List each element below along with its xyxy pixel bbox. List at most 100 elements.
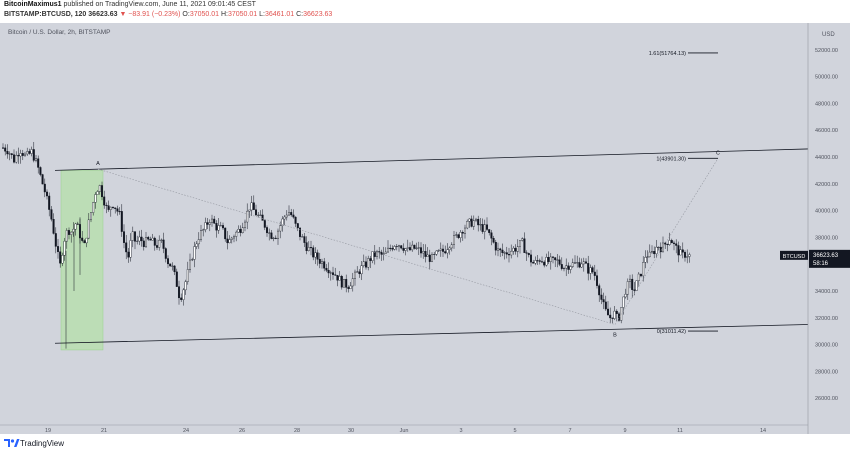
candle-body	[303, 236, 306, 243]
candle-body	[318, 259, 321, 264]
candle-body	[182, 289, 185, 300]
candle-body	[197, 239, 200, 245]
candle-body	[585, 261, 588, 264]
candle-body	[618, 313, 621, 321]
candle-body	[431, 254, 434, 262]
candle-body	[565, 265, 568, 269]
highlight-zone	[60, 170, 104, 351]
candle-body	[268, 232, 271, 234]
candle-body	[642, 262, 645, 277]
candle-body	[252, 202, 255, 210]
candle-body	[479, 224, 482, 226]
candle-body	[382, 253, 385, 255]
candle-body	[15, 154, 18, 163]
candle-body	[24, 153, 27, 156]
candle-body	[670, 240, 673, 244]
author-name[interactable]: BitcoinMaximus1	[4, 1, 62, 8]
candle-body	[336, 274, 339, 281]
candle-body	[54, 233, 57, 247]
candle-body	[371, 251, 374, 261]
tradingview-logo-icon	[4, 439, 20, 447]
candle-body	[587, 263, 590, 274]
candle-body	[549, 256, 552, 262]
candle-body	[666, 243, 669, 245]
x-tick-label: 14	[760, 428, 766, 434]
fib-level-label: 1.61(51764.13)	[649, 51, 686, 57]
price-axis	[808, 23, 850, 434]
candle-body	[109, 206, 112, 210]
candle-body	[206, 222, 209, 225]
open-label: O:	[182, 11, 190, 18]
fib-level-label: 0(31011.42)	[657, 329, 686, 335]
candle-body	[472, 220, 475, 227]
candle-body	[100, 185, 103, 198]
candle-body	[241, 227, 244, 233]
candle-body	[59, 251, 62, 264]
price-tag	[809, 249, 850, 268]
candle-body	[417, 247, 420, 249]
candle-body	[437, 250, 440, 252]
candle-body	[184, 281, 187, 291]
candle-body	[404, 248, 407, 251]
candle-body	[426, 254, 429, 257]
candle-body	[389, 247, 392, 249]
candle-body	[675, 243, 678, 246]
candle-body	[523, 238, 526, 253]
candle-body	[686, 256, 689, 258]
candle-body	[356, 271, 359, 273]
candle-body	[439, 248, 442, 251]
published-text: published on TradingView.com, June 11, 2…	[63, 1, 256, 8]
candle-body	[263, 220, 266, 228]
candle-body	[611, 317, 614, 319]
candle-body	[158, 239, 161, 248]
candle-body	[681, 249, 684, 253]
candle-body	[274, 237, 277, 239]
candle-body	[631, 278, 634, 290]
candle-body	[217, 225, 220, 231]
candle-body	[321, 261, 324, 264]
candle-body	[272, 237, 275, 239]
ohlc-line: BITSTAMP:BTCUSD, 120 36623.63 ▼ −83.91 (…	[4, 11, 332, 18]
candle-body	[536, 260, 539, 262]
candle-body	[213, 218, 216, 224]
candle-body	[305, 242, 308, 251]
candle-body	[444, 251, 447, 254]
candle-body	[398, 245, 401, 247]
candle-body	[468, 218, 471, 222]
candle-body	[347, 287, 350, 289]
candle-body	[402, 247, 405, 251]
candle-body	[290, 212, 293, 216]
candle-body	[133, 231, 136, 242]
candle-body	[543, 261, 546, 266]
chart-area[interactable]: A B C 1.61(51764.13) 1(43901.30) 0(31011.42) …	[0, 23, 850, 434]
candle-body	[598, 285, 601, 296]
candle-body	[76, 223, 79, 225]
price-chart[interactable]: ABC1.61(51764.13)1(43901.30)0(31011.42) …	[0, 23, 850, 434]
candle-body	[457, 234, 460, 238]
candle-body	[127, 251, 130, 258]
candle-body	[122, 231, 125, 243]
x-tick-label: 7	[568, 428, 571, 434]
candle-body	[144, 237, 147, 247]
candle-body	[483, 224, 486, 232]
candle-body	[563, 268, 566, 270]
candle-body	[202, 229, 205, 231]
brand-name[interactable]: TradingView	[20, 439, 65, 448]
last-price: 36623.63	[88, 11, 118, 18]
candle-body	[435, 250, 438, 255]
candle-body	[653, 251, 656, 255]
candle-body	[270, 232, 273, 239]
wave-point-label: C	[716, 150, 720, 156]
candle-body	[501, 249, 504, 253]
candle-body	[400, 245, 403, 249]
wave-segment	[97, 168, 616, 325]
candle-body	[259, 214, 262, 216]
candle-body	[424, 251, 427, 257]
candle-body	[648, 251, 651, 257]
candle-body	[46, 191, 49, 197]
channel-top-line	[54, 148, 809, 171]
price-countdown: 58:16	[813, 261, 829, 267]
candle-body	[21, 153, 24, 156]
x-tick-label: 28	[294, 428, 300, 434]
candle-body	[250, 202, 253, 211]
